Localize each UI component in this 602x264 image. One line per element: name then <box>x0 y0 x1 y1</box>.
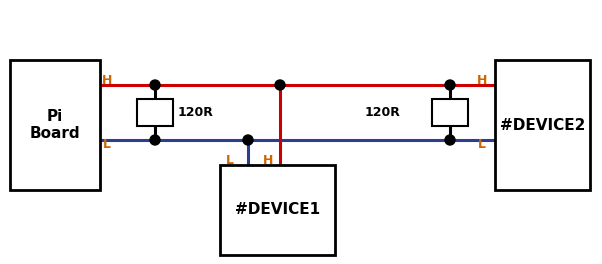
Text: #DEVICE1: #DEVICE1 <box>235 202 320 218</box>
Circle shape <box>150 135 160 145</box>
Text: L: L <box>103 139 111 152</box>
Text: Pi
Board: Pi Board <box>29 109 80 141</box>
Text: H: H <box>102 73 112 87</box>
Text: H: H <box>263 153 273 167</box>
Bar <box>432 99 468 126</box>
Text: 120R: 120R <box>178 106 214 119</box>
Text: L: L <box>478 139 486 152</box>
Circle shape <box>150 80 160 90</box>
Circle shape <box>445 80 455 90</box>
Circle shape <box>445 135 455 145</box>
Bar <box>495 60 590 190</box>
Circle shape <box>275 80 285 90</box>
Text: 120R: 120R <box>365 106 401 119</box>
Text: #DEVICE2: #DEVICE2 <box>500 117 585 133</box>
Circle shape <box>243 135 253 145</box>
Bar <box>220 165 335 255</box>
Bar <box>137 99 173 126</box>
Text: L: L <box>226 153 234 167</box>
Text: H: H <box>477 73 487 87</box>
Bar <box>10 60 100 190</box>
